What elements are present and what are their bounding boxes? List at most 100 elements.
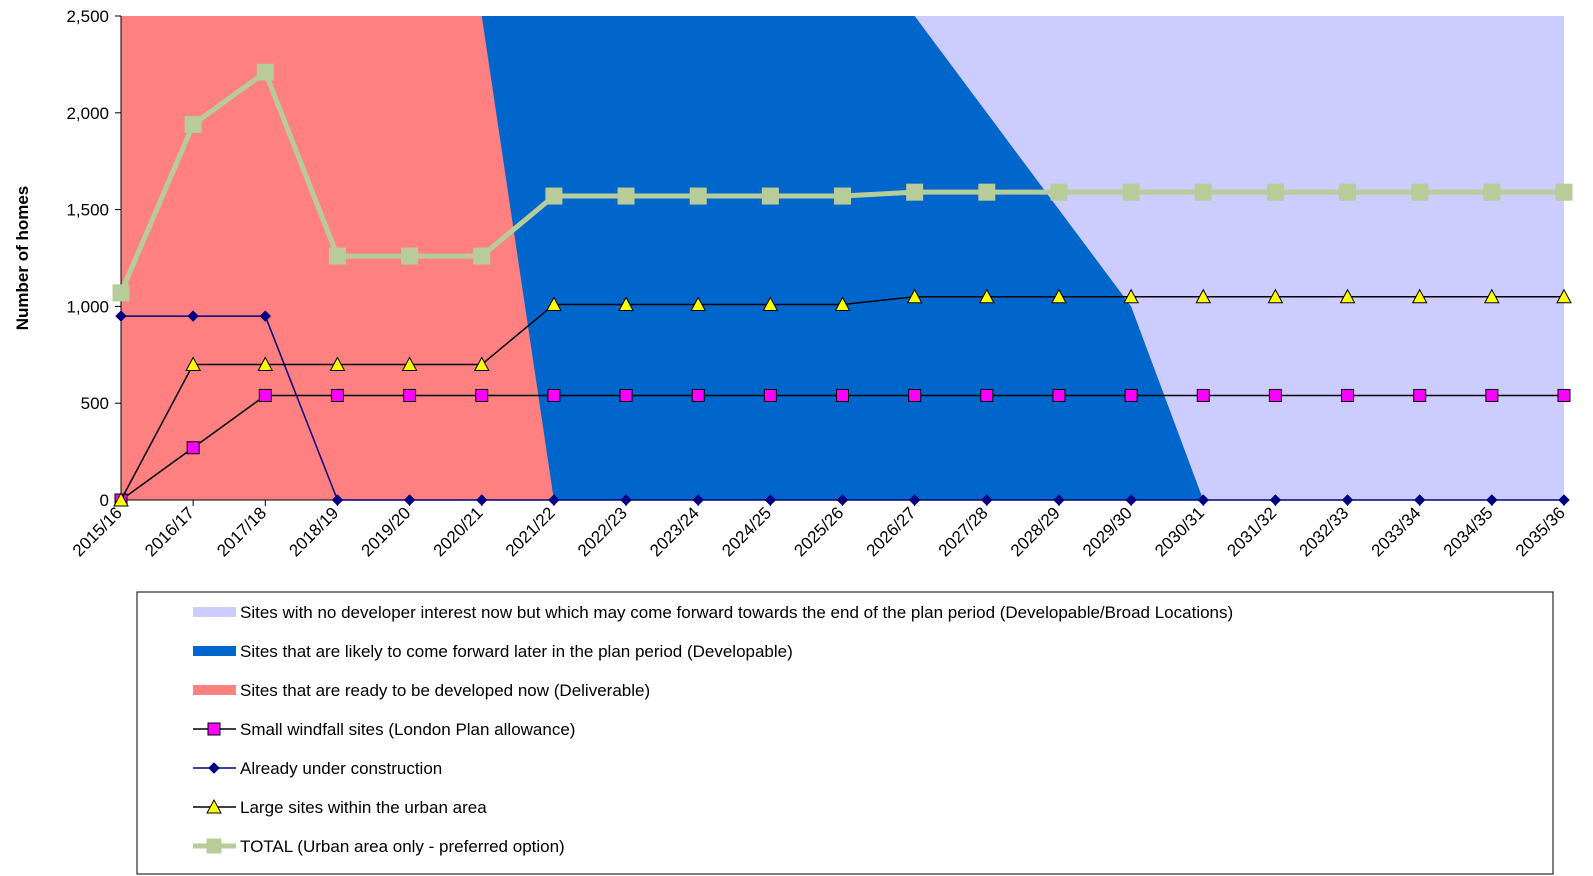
data-point-diamond (115, 310, 127, 322)
line-series (112, 63, 1573, 507)
legend-label: Already under construction (240, 759, 442, 778)
data-point-square (834, 187, 851, 205)
data-point-triangle (690, 296, 707, 311)
x-tick-label: 2022/23 (574, 503, 631, 560)
data-point-square (330, 388, 344, 402)
x-tick-label: 2023/24 (646, 503, 703, 560)
data-point-diamond (692, 494, 704, 506)
data-point-square (908, 388, 922, 402)
x-tick-label: 2017/18 (213, 503, 270, 560)
data-point-triangle (401, 356, 418, 371)
data-point-triangle (618, 296, 634, 311)
x-tick-label: 2020/21 (430, 503, 487, 560)
data-point-triangle (978, 288, 995, 304)
x-tick-label: 2033/34 (1368, 503, 1425, 560)
x-tick-label: 2027/28 (935, 503, 992, 560)
data-point-square (1266, 183, 1284, 201)
data-point-square (1411, 183, 1429, 201)
data-point-diamond (331, 494, 344, 506)
data-point-diamond (1197, 494, 1209, 506)
stacked-areas (121, 16, 1564, 500)
data-point-diamond (548, 494, 560, 506)
data-point-triangle (1484, 288, 1500, 304)
legend: Sites with no developer interest now but… (136, 591, 1554, 875)
x-tick-label: 2030/31 (1151, 503, 1208, 560)
x-tick-label: 2032/33 (1295, 503, 1352, 560)
data-point-triangle (1123, 288, 1139, 304)
legend-label: Sites with no developer interest now but… (240, 603, 1233, 622)
data-point-triangle (1195, 288, 1212, 304)
series-3 (112, 63, 1573, 302)
legend-swatch (193, 685, 236, 695)
data-point-square (1555, 183, 1573, 201)
data-point-triangle (185, 356, 201, 371)
x-tick-label: 2035/36 (1512, 503, 1569, 560)
x-tick-label: 2024/25 (718, 503, 775, 560)
y-tick-label: 0 (100, 491, 109, 510)
data-point-diamond (981, 494, 993, 506)
series-2 (113, 288, 1572, 507)
data-point-square (1339, 183, 1357, 201)
data-point-triangle (329, 356, 346, 371)
data-point-triangle (1339, 288, 1356, 304)
data-point-triangle (113, 491, 129, 507)
legend-label: Sites that are likely to come forward la… (240, 642, 793, 661)
legend-label: Large sites within the urban area (240, 798, 487, 817)
x-tick-label: 2034/35 (1440, 503, 1497, 560)
legend-item: Already under construction (193, 759, 442, 778)
x-tick-label: 2028/29 (1007, 503, 1064, 560)
data-point-square (1196, 388, 1210, 402)
data-point-square (547, 388, 561, 402)
data-point-square (1194, 183, 1212, 201)
data-point-square (256, 63, 274, 81)
data-point-diamond (476, 494, 488, 506)
data-point-triangle (206, 798, 222, 814)
data-point-square (1557, 388, 1571, 402)
y-tick-label: 1,500 (66, 201, 109, 220)
data-point-square (689, 187, 707, 205)
data-point-diamond (620, 494, 632, 506)
legend-box (136, 591, 1554, 875)
data-point-triangle (257, 356, 274, 371)
data-point-diamond (403, 494, 416, 506)
data-point-square (978, 183, 996, 201)
data-point-square (691, 388, 705, 402)
legend-label: Sites that are ready to be developed now… (240, 681, 650, 700)
legend-swatch (193, 646, 236, 656)
x-tick-label: 2019/20 (358, 503, 415, 560)
data-point-square (475, 388, 489, 402)
data-point-triangle (834, 296, 851, 311)
data-point-triangle (546, 296, 562, 311)
data-point-square (1483, 183, 1501, 201)
legend-label: Small windfall sites (London Plan allowa… (240, 720, 575, 739)
legend-label: TOTAL (Urban area only - preferred optio… (240, 837, 565, 856)
legend-item: TOTAL (Urban area only - preferred optio… (193, 837, 565, 856)
data-point-square (980, 388, 994, 402)
x-tick-label: 2018/19 (285, 503, 342, 560)
area-2 (121, 16, 1564, 500)
data-point-square (328, 247, 346, 265)
data-point-diamond (764, 494, 777, 506)
data-point-triangle (1267, 288, 1284, 304)
x-tick-label: 2021/22 (502, 503, 559, 560)
data-point-triangle (1411, 288, 1428, 304)
data-point-square (403, 388, 417, 402)
data-point-square (258, 388, 272, 402)
data-point-square (1124, 388, 1138, 402)
x-tick-label: 2029/30 (1079, 503, 1136, 560)
data-point-square (206, 838, 222, 854)
data-point-square (617, 187, 635, 205)
data-point-square (906, 183, 924, 201)
y-tick-label: 500 (81, 394, 109, 413)
data-point-diamond (836, 494, 849, 506)
data-point-diamond (1053, 494, 1065, 506)
data-point-diamond (1125, 494, 1137, 506)
data-point-square (1341, 388, 1355, 402)
y-tick-label: 2,000 (66, 104, 109, 123)
data-point-square (836, 388, 849, 402)
data-point-square (1050, 183, 1068, 201)
data-point-square (1268, 388, 1282, 402)
data-point-diamond (1486, 494, 1498, 506)
data-point-diamond (1413, 494, 1426, 506)
data-point-triangle (473, 356, 490, 371)
